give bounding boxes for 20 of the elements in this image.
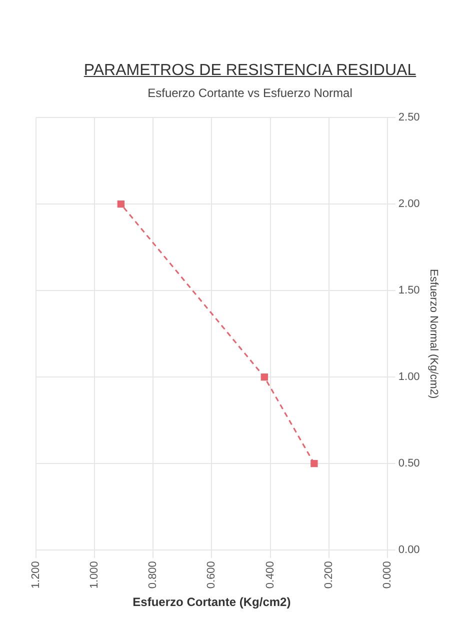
point	[260, 374, 268, 381]
x-tick-label: 0.400	[264, 561, 276, 589]
y-tick-label: 1.50	[398, 284, 420, 297]
x-tick-label: 0.800	[147, 561, 160, 589]
y-tick-label: 0.00	[398, 544, 420, 556]
y-axis-title: Esfuerzo Normal (Kg/cm2)	[427, 269, 440, 399]
x-tick-label: 1.200	[30, 561, 42, 589]
chart-subtitle: Esfuerzo Cortante vs Esfuerzo Normal	[146, 86, 354, 100]
y-tick-label: 2.00	[398, 198, 420, 210]
chart-title: PARAMETROS DE RESISTENCIA RESIDUAL	[82, 62, 418, 80]
x-axis-title: Esfuerzo Cortante (Kg/cm2)	[132, 595, 291, 610]
point	[117, 200, 124, 208]
x-tick-label: 0.600	[206, 561, 218, 589]
x-tick-label: 0.000	[381, 561, 394, 589]
point	[310, 460, 318, 468]
y-tick-label: 2.50	[398, 112, 420, 124]
x-tick-label: 0.200	[322, 561, 335, 589]
y-tick-label: 0.50	[398, 458, 420, 470]
x-tick-label: 1.000	[88, 561, 101, 589]
y-tick-label: 1.00	[398, 371, 420, 384]
